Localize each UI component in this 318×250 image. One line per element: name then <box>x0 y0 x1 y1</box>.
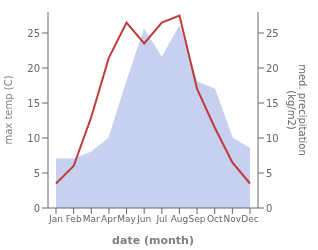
svg-text:Mar: Mar <box>83 214 100 224</box>
svg-text:max temp (C): max temp (C) <box>8 75 14 144</box>
svg-text:15: 15 <box>266 98 279 109</box>
svg-text:Jul: Jul <box>155 214 167 224</box>
svg-text:25: 25 <box>266 28 279 39</box>
svg-text:Sep: Sep <box>189 214 206 224</box>
svg-text:0: 0 <box>266 203 272 214</box>
svg-text:date (month): date (month) <box>112 234 194 247</box>
svg-text:Jun: Jun <box>136 214 151 224</box>
svg-text:20: 20 <box>27 63 40 74</box>
svg-text:5: 5 <box>266 168 272 179</box>
svg-text:25: 25 <box>27 28 40 39</box>
svg-text:20: 20 <box>266 63 279 74</box>
svg-text:Apr: Apr <box>101 214 117 224</box>
svg-text:15: 15 <box>27 98 40 109</box>
svg-text:5: 5 <box>34 168 40 179</box>
svg-text:May: May <box>117 214 136 224</box>
svg-text:Feb: Feb <box>66 214 82 224</box>
svg-text:0: 0 <box>34 203 40 214</box>
svg-text:Aug: Aug <box>171 214 189 224</box>
svg-text:Dec: Dec <box>241 214 258 224</box>
svg-text:10: 10 <box>266 133 279 144</box>
svg-text:Nov: Nov <box>224 214 242 224</box>
svg-text:10: 10 <box>27 133 40 144</box>
svg-text:med. precipitation(kg/m2): med. precipitation(kg/m2) <box>286 64 308 156</box>
svg-text:Oct: Oct <box>207 214 223 224</box>
svg-text:Jan: Jan <box>48 214 63 224</box>
